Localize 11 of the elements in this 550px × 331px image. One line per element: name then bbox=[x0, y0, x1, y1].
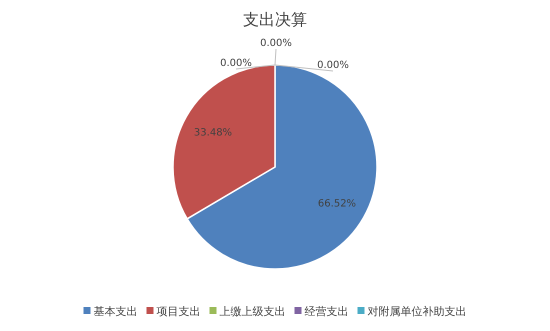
text: 0.00% bbox=[220, 58, 252, 69]
chart-title: 支出决算 bbox=[243, 10, 307, 29]
legend-label: 项目支出 bbox=[156, 305, 200, 318]
text: 0.00% bbox=[317, 60, 349, 71]
legend-label: 经营支出 bbox=[304, 305, 348, 318]
text: 0.00% bbox=[260, 38, 292, 49]
legend-label: 上缴上级支出 bbox=[220, 305, 286, 318]
legend-label: 对附属单位补助支出 bbox=[368, 305, 466, 318]
legend-label: 基本支出 bbox=[94, 305, 138, 318]
data-label: 33.48% bbox=[194, 128, 232, 139]
data-label: 66.52% bbox=[318, 198, 356, 210]
